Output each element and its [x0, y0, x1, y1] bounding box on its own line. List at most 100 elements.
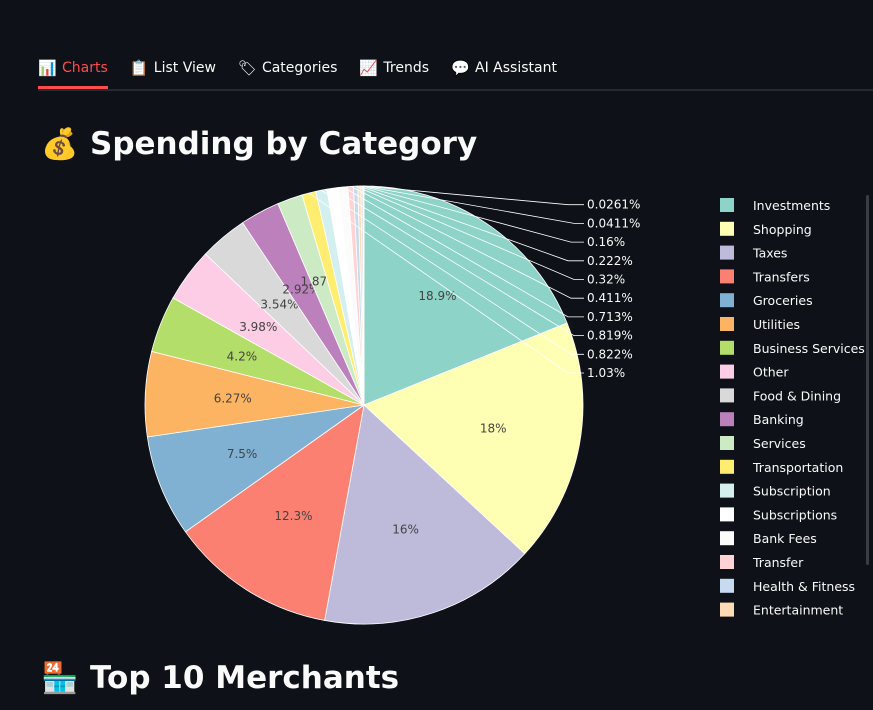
legend-scrollbar[interactable] [866, 195, 869, 565]
legend-label: Health & Fitness [753, 579, 855, 594]
legend-label: Services [753, 436, 806, 451]
money-bag-icon: 💰 [41, 126, 79, 162]
legend-label: Entertainment [753, 603, 843, 618]
tab-label: AI Assistant [475, 59, 557, 76]
tab-categories[interactable]: 🏷 Categories [238, 48, 337, 87]
legend-label: Transportation [752, 460, 843, 475]
legend-item[interactable]: Entertainment [720, 602, 843, 618]
legend-label: Transfers [752, 269, 810, 284]
merchants-section-title: 🏪 Top 10 Merchants [40, 660, 399, 696]
legend-label: Subscription [753, 484, 831, 499]
pie-slice[interactable] [146, 404, 365, 533]
spending-title-text: Spending by Category [90, 126, 478, 162]
legend-swatch [720, 221, 734, 236]
tab-charts[interactable]: 📊 Charts [38, 48, 108, 89]
slice-percent-label: 12.3% [274, 509, 312, 523]
legend-item[interactable]: Transfer [720, 555, 804, 570]
label-leader-line [332, 187, 584, 337]
label-leader-line [359, 185, 584, 262]
bar-chart-icon: 📊 [38, 58, 57, 77]
legend-item[interactable]: Groceries [720, 293, 813, 308]
legend-item[interactable]: Taxes [720, 245, 787, 261]
slice-percent-label: 0.222% [587, 254, 633, 268]
slice-percent-label: 0.0261% [587, 198, 640, 212]
legend-label: Shopping [753, 222, 812, 237]
label-leader-line [342, 186, 584, 318]
slice-percent-label: 2.92% [282, 282, 320, 296]
store-icon: 🏪 [41, 660, 79, 696]
pie-slice[interactable] [363, 322, 584, 555]
trend-chart-icon: 📈 [359, 58, 379, 77]
legend-swatch [720, 317, 734, 331]
legend-swatch [720, 459, 734, 474]
legend-item[interactable]: Other [720, 364, 789, 380]
tab-bar: 📊 Charts 📋 List View 🏷 Categories 📈 Trends 💬 AI A… [38, 48, 873, 91]
legend-item[interactable]: Transportation [720, 459, 843, 475]
pie-slice[interactable] [324, 404, 526, 625]
pie-slice[interactable] [363, 185, 568, 406]
legend-swatch [720, 245, 734, 260]
legend-item[interactable]: Transfers [720, 269, 810, 284]
legend-swatch [720, 293, 734, 308]
legend-label: Groceries [753, 293, 813, 308]
slice-percent-label: 0.0411% [587, 216, 640, 230]
legend-swatch [720, 602, 734, 617]
clipboard-icon: 📋 [129, 58, 149, 77]
slice-percent-label: 18% [480, 422, 507, 436]
speech-bubble-icon: 💬 [451, 58, 470, 77]
legend-swatch [720, 364, 734, 379]
legend-item[interactable]: Health & Fitness [720, 578, 855, 594]
label-leader-line [363, 185, 584, 206]
legend-swatch [720, 269, 734, 284]
slice-percent-label: 7.5% [227, 447, 258, 461]
legend-swatch [720, 388, 734, 403]
label-leader-line [361, 185, 584, 243]
slice-percent-label: 0.411% [587, 291, 633, 305]
tab-ai-assistant[interactable]: 💬 AI Assistant [451, 48, 557, 87]
slice-percent-label: 3.98% [239, 320, 277, 334]
label-leader-line [321, 189, 584, 355]
legend-item[interactable]: Bank Fees [720, 531, 817, 546]
pie-slice[interactable] [184, 404, 365, 621]
legend-swatch [720, 555, 734, 569]
legend-swatch [720, 412, 734, 427]
legend-label: Utilities [753, 317, 800, 332]
label-leader-line [350, 186, 584, 299]
slice-percent-label: 4.2% [227, 349, 258, 363]
spending-section-title: 💰 Spending by Category [40, 126, 477, 162]
slice-percent-label: 6.27% [214, 391, 252, 405]
merchants-title-text: Top 10 Merchants [90, 660, 400, 696]
legend-item[interactable]: Banking [720, 412, 804, 427]
slice-percent-label: 1.03% [587, 366, 625, 380]
slice-percent-label: 0.822% [587, 347, 633, 361]
legend-item[interactable]: Business Services [720, 340, 865, 356]
legend-item[interactable]: Food & Dining [720, 388, 841, 403]
legend-swatch [720, 507, 734, 522]
legend-item[interactable]: Subscriptions [720, 507, 837, 522]
slice-percent-label: 0.819% [587, 329, 633, 343]
legend-item[interactable]: Investments [720, 198, 830, 213]
legend-swatch [720, 198, 734, 212]
tag-icon: 🏷 [237, 58, 257, 77]
tab-trends[interactable]: 📈 Trends [359, 48, 429, 87]
legend-label: Business Services [753, 341, 865, 356]
slice-percent-label: 18.9% [418, 289, 456, 303]
legend-item[interactable]: Utilities [720, 317, 800, 332]
legend-item[interactable]: Shopping [720, 221, 812, 237]
label-leader-line [308, 192, 584, 374]
tab-list-view[interactable]: 📋 List View [130, 48, 216, 87]
legend-label: Banking [753, 412, 804, 427]
legend-label: Investments [753, 198, 830, 213]
tab-label: Trends [383, 59, 430, 76]
legend-item[interactable]: Subscription [720, 483, 831, 499]
legend-swatch [720, 483, 734, 498]
tab-label: List View [153, 59, 216, 76]
label-leader-line [355, 185, 584, 280]
label-leader-line [363, 185, 584, 224]
legend-label: Subscriptions [753, 507, 837, 522]
spending-pie-chart: 18.9% 18% 16% 12.3% 7.5% 6.27% 4.2% 3.98% 3.54%2… [144, 185, 865, 625]
legend-label: Transfer [752, 555, 804, 570]
legend-item[interactable]: Services [720, 436, 806, 451]
tab-label: Categories [261, 59, 338, 76]
slice-percent-label: 0.32% [587, 273, 625, 287]
